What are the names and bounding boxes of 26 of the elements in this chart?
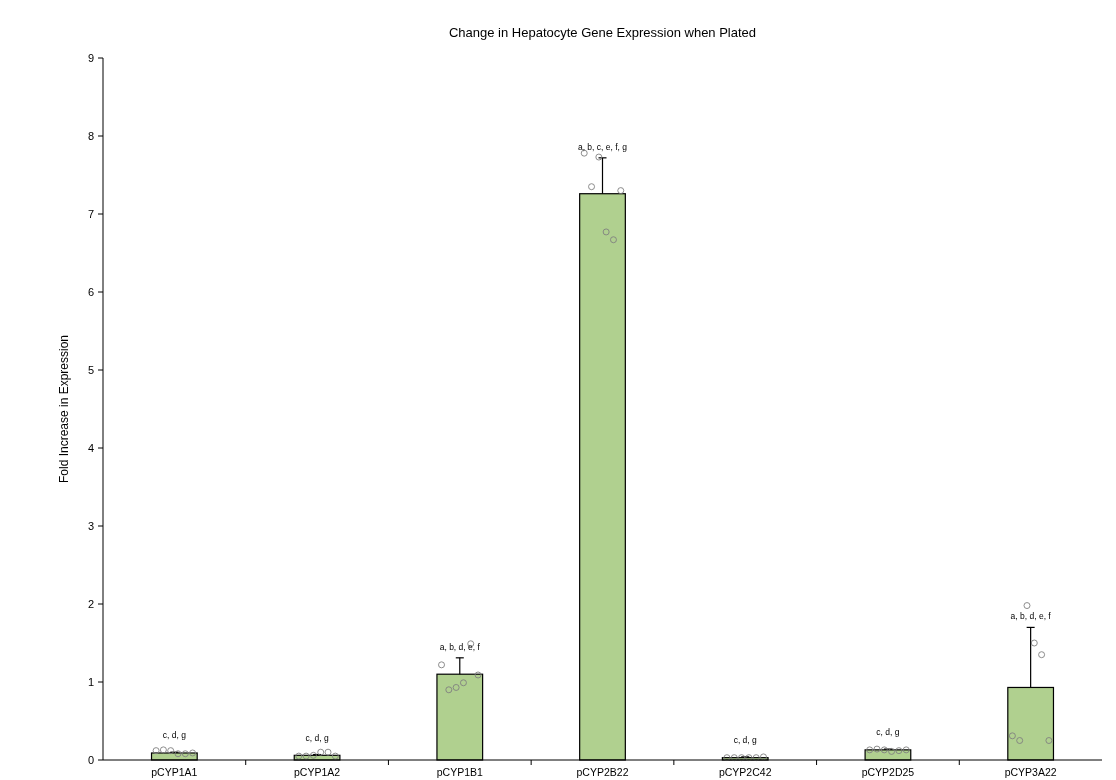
annotation: c, d, g [733,734,758,745]
x-tick-label: pCYP1B1 [436,766,483,778]
y-tick-label: 6 [87,285,94,298]
y-tick-label: 1 [87,675,94,688]
y-axis-title: Fold Increase in Expression [57,334,71,484]
y-tick-label: 0 [87,753,94,766]
y-tick-label: 3 [87,519,94,532]
annotation: a, b, d, e, f [439,641,481,652]
y-tick-label: 7 [87,207,94,220]
y-tick-label: 2 [87,597,94,610]
chart-title: Change in Hepatocyte Gene Expression when Plated [448,25,757,40]
x-tick-label: pCYP2B22 [576,766,629,778]
x-tick-label: pCYP1A2 [294,766,341,778]
y-tick-label: 9 [87,51,94,64]
annotation: c, d, g [876,727,900,738]
x-tick-label: pCYP2D25 [861,766,915,778]
y-tick-label: 4 [87,441,94,454]
y-tick-label: 8 [87,129,94,142]
annotation: a, b, d, e, f [1010,611,1052,622]
annotation: c, d, g [162,730,187,741]
x-tick-label: pCYP1A1 [151,766,198,778]
annotation: c, d, g [305,732,329,743]
y-tick-label: 5 [87,363,94,376]
x-tick-label: pCYP3A22 [1004,766,1057,778]
annotation: a, b, c, e, f, g [577,141,628,152]
x-tick-label: pCYP2C42 [718,766,772,778]
